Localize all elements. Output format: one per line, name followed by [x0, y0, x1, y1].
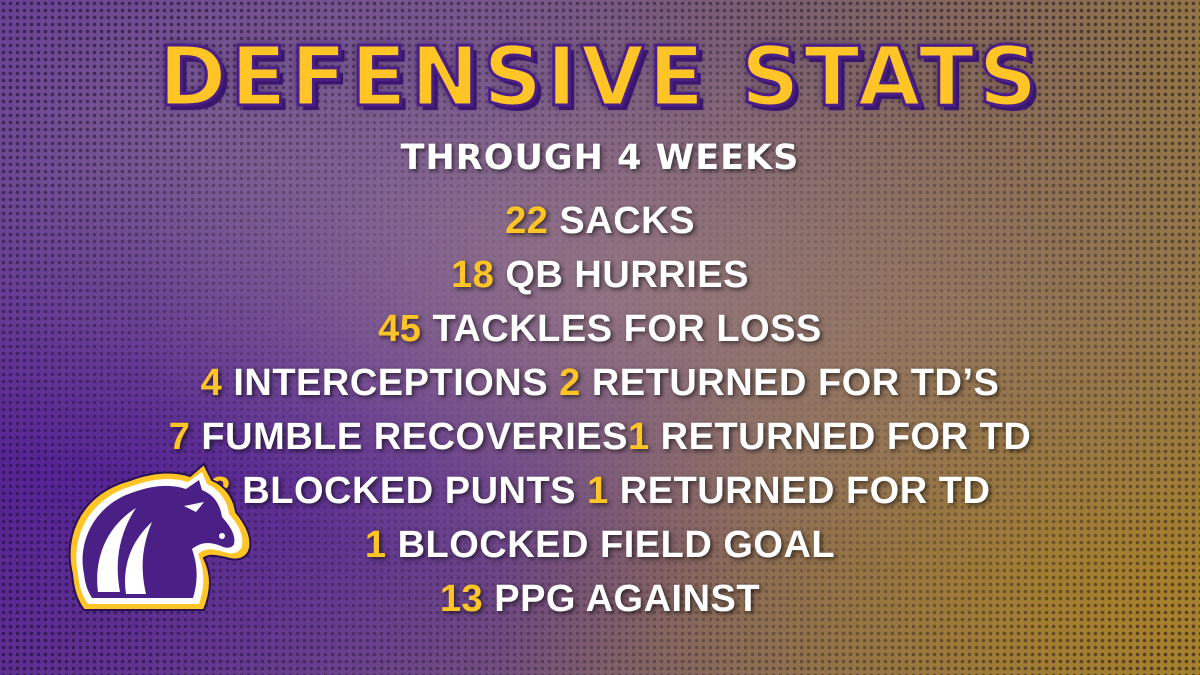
- stat-number: 22: [505, 200, 549, 242]
- stat-secondary-number: 1: [627, 416, 650, 458]
- stat-number: 4: [200, 362, 223, 404]
- stat-label: QB HURRIES: [505, 254, 749, 296]
- stat-label: FUMBLE RECOVERIES: [201, 416, 628, 458]
- stat-number: 13: [439, 578, 484, 620]
- stat-line: 45 TACKLES FOR LOSS: [0, 302, 1200, 356]
- stat-number: 45: [378, 308, 422, 350]
- page-title: DEFENSIVE STATS: [157, 29, 1042, 127]
- stat-number: 7: [168, 416, 191, 458]
- stat-label: BLOCKED PUNTS: [242, 470, 577, 512]
- stats-list: 22 SACKS 18 QB HURRIES 45 TACKLES FOR LO…: [0, 194, 1200, 626]
- stat-secondary-number: 1: [587, 470, 609, 512]
- stat-label: SACKS: [559, 200, 695, 242]
- stat-label: INTERCEPTIONS: [233, 362, 549, 404]
- stat-secondary-label: RETURNED FOR TD: [660, 416, 1032, 458]
- stat-label: PPG AGAINST: [494, 578, 761, 620]
- page-subtitle: THROUGH 4 WEEKS: [400, 138, 800, 178]
- stat-label: TACKLES FOR LOSS: [432, 308, 822, 350]
- stat-line: 4 INTERCEPTIONS 2 RETURNED FOR TD’S: [0, 356, 1200, 410]
- stat-line: 1 BLOCKED FIELD GOAL: [0, 518, 1200, 572]
- stat-line: 7 FUMBLE RECOVERIES1 RETURNED FOR TD: [0, 410, 1200, 464]
- stat-line: 22 SACKS: [0, 194, 1200, 248]
- stat-number: 18: [451, 254, 495, 296]
- stat-label: BLOCKED FIELD GOAL: [397, 524, 836, 566]
- stat-secondary-label: RETURNED FOR TD: [619, 470, 991, 512]
- stat-line: 18 QB HURRIES: [0, 248, 1200, 302]
- stat-number: 1: [364, 524, 387, 566]
- stat-line: 3 BLOCKED PUNTS 1 RETURNED FOR TD: [0, 464, 1200, 518]
- stat-secondary-number: 2: [559, 362, 581, 404]
- stat-secondary-label: RETURNED FOR TD’S: [591, 362, 1000, 404]
- stat-line: 13 PPG AGAINST: [0, 572, 1200, 626]
- bronco-horse-head-logo-icon: [68, 462, 252, 611]
